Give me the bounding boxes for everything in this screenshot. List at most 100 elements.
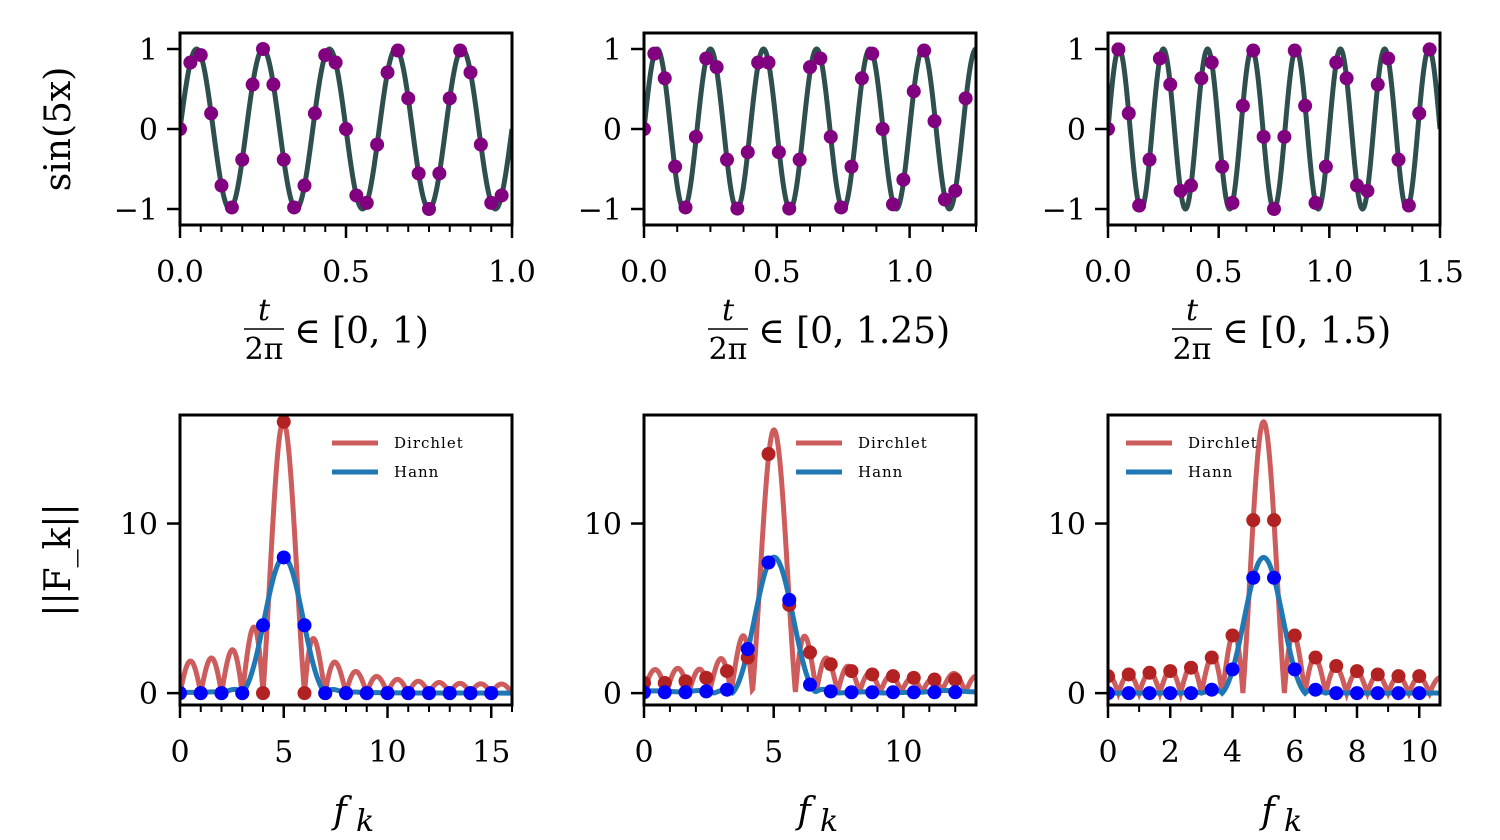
- data-point-hann: [484, 686, 499, 701]
- data-point-hann: [948, 685, 963, 700]
- y-tick-label: 0: [139, 113, 158, 148]
- plot-area: [180, 42, 512, 216]
- x-label-numerator: t: [722, 293, 735, 328]
- data-point-hann: [214, 686, 229, 701]
- x-tick-label: 0.5: [322, 255, 370, 290]
- sample-point: [401, 91, 416, 106]
- sample-point: [740, 145, 755, 160]
- data-point-dirchlet: [1121, 667, 1136, 682]
- data-point-dirchlet: [1370, 667, 1385, 682]
- x-label-denominator: 2π: [709, 332, 748, 367]
- sample-point: [390, 43, 405, 58]
- y-tick-label: 10: [120, 508, 158, 543]
- data-point-hann: [1225, 662, 1240, 677]
- sample-point: [339, 122, 353, 136]
- data-point-hann: [1287, 662, 1302, 677]
- sample-point: [720, 152, 734, 167]
- data-point-dirchlet: [1391, 669, 1406, 684]
- x-tick-label: 6: [1285, 735, 1304, 770]
- y-tick-label: 0: [139, 677, 158, 712]
- x-tick-label: 10: [368, 735, 406, 770]
- sample-point: [1246, 43, 1261, 58]
- sample-point: [1111, 42, 1126, 57]
- data-point-hann: [380, 686, 395, 701]
- sample-point: [875, 122, 890, 136]
- data-point-hann: [865, 685, 880, 700]
- series-curve-dirchlet: [1108, 419, 1440, 703]
- y-tick-label: 10: [584, 508, 622, 543]
- plot-area: [1108, 42, 1440, 216]
- sample-point: [349, 188, 364, 203]
- data-point-hann: [1329, 686, 1344, 701]
- x-tick-label: 5: [274, 735, 293, 770]
- sample-point: [432, 166, 447, 181]
- data-point-hann: [1108, 686, 1115, 701]
- data-point-hann: [1184, 686, 1199, 701]
- series-curve-hann: [180, 554, 512, 697]
- data-point-dirchlet: [1142, 665, 1157, 680]
- plot-area: [180, 415, 512, 701]
- legend: Dirchlet Hann: [796, 434, 927, 481]
- data-point-dirchlet: [886, 669, 900, 684]
- data-point-dirchlet: [1225, 628, 1240, 643]
- sample-point: [1173, 183, 1188, 198]
- panel-top-middle: 0.0 0.5 1.0 −1 0 1 t 2π ∈ [0, 1.25): [578, 31, 978, 367]
- sample-point: [180, 122, 187, 136]
- sample-point: [1318, 159, 1333, 174]
- data-point-dirchlet: [1287, 628, 1302, 643]
- sample-point: [927, 114, 942, 129]
- x-tick-label: 10: [1400, 735, 1438, 770]
- data-point-dirchlet: [256, 686, 270, 701]
- sample-point: [442, 91, 457, 106]
- sample-point: [1235, 98, 1250, 113]
- x-label-numerator: t: [258, 293, 271, 328]
- data-point-dirchlet: [678, 674, 693, 689]
- x-tick-label: 0.0: [1084, 255, 1132, 290]
- data-point-hann: [844, 685, 859, 700]
- sample-point: [318, 48, 333, 63]
- x-axis-label: t 2π ∈ [0, 1): [244, 293, 429, 367]
- sample-point: [751, 55, 766, 70]
- data-point-hann: [823, 684, 838, 699]
- sample-point: [453, 43, 468, 58]
- data-point-hann: [1412, 686, 1427, 701]
- data-point-hann: [256, 618, 270, 633]
- data-point-hann: [740, 642, 755, 657]
- x-axis-label-subscript: k: [356, 804, 374, 839]
- data-point-hann: [359, 686, 374, 701]
- sample-point: [1152, 51, 1167, 66]
- data-point-dirchlet: [1184, 660, 1199, 675]
- data-point-dirchlet: [699, 670, 714, 685]
- x-tick-label: 1.0: [1305, 255, 1353, 290]
- sample-point: [359, 195, 374, 210]
- data-point-hann: [1391, 686, 1406, 701]
- sample-point: [803, 60, 817, 75]
- data-point-hann: [235, 686, 250, 701]
- x-label-denominator: 2π: [1173, 332, 1212, 367]
- sample-point: [823, 129, 838, 144]
- sample-point: [771, 145, 786, 160]
- legend-label: Dirchlet: [394, 434, 464, 452]
- legend: Dirchlet Hann: [332, 434, 464, 481]
- data-point-dirchlet: [297, 686, 312, 701]
- axes-frame: [1106, 413, 1442, 707]
- x-axis-label: t 2π ∈ [0, 1.25): [708, 293, 950, 367]
- sample-point: [865, 46, 880, 61]
- data-point-hann: [644, 685, 651, 700]
- y-axis-label: sin(5x): [38, 67, 79, 191]
- sample-point: [1204, 55, 1219, 70]
- data-point-dirchlet: [1349, 664, 1364, 679]
- data-point-hann: [1370, 686, 1385, 701]
- sample-point: [1412, 106, 1427, 121]
- sample-point: [1121, 106, 1136, 121]
- sample-point: [647, 46, 662, 61]
- sample-point: [678, 200, 693, 215]
- x-tick-label: 1.0: [488, 255, 536, 290]
- data-point-dirchlet: [844, 664, 859, 679]
- sample-point: [761, 55, 776, 70]
- sample-point: [307, 106, 322, 121]
- y-tick-label: 0: [1067, 677, 1086, 712]
- sample-point: [699, 51, 714, 66]
- x-axis-label-subscript: k: [820, 804, 838, 839]
